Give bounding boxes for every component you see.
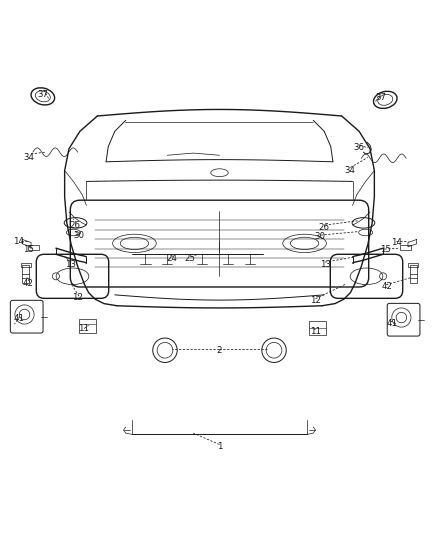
Text: 1: 1 (216, 442, 222, 451)
Text: 30: 30 (314, 232, 325, 241)
Text: 15: 15 (23, 245, 34, 254)
Text: 42: 42 (23, 279, 34, 288)
Text: 42: 42 (381, 281, 392, 290)
Bar (21, 263, 31, 266)
Text: 11: 11 (309, 327, 320, 336)
Bar (79, 319, 95, 333)
Text: 13: 13 (319, 260, 330, 269)
Bar (308, 321, 325, 335)
Text: 41: 41 (385, 319, 396, 328)
Text: 41: 41 (13, 314, 24, 324)
Text: 26: 26 (318, 223, 329, 232)
Text: 26: 26 (69, 221, 80, 230)
Bar (409, 265, 416, 283)
Text: 37: 37 (37, 90, 48, 99)
Bar (22, 265, 29, 283)
Text: 14: 14 (13, 237, 24, 246)
Text: 2: 2 (216, 346, 222, 355)
Text: 24: 24 (166, 254, 177, 263)
Text: 25: 25 (184, 254, 195, 263)
Text: 37: 37 (374, 93, 385, 102)
Text: 12: 12 (72, 293, 83, 302)
Bar (407, 263, 417, 266)
Text: 11: 11 (78, 324, 89, 333)
Text: 13: 13 (65, 260, 76, 269)
Bar (28, 245, 39, 250)
Text: 34: 34 (23, 153, 34, 162)
Text: 15: 15 (379, 245, 390, 254)
Text: 34: 34 (344, 166, 355, 175)
Bar (399, 245, 410, 250)
Text: 30: 30 (74, 231, 85, 240)
Text: 12: 12 (309, 296, 320, 305)
Text: 14: 14 (390, 238, 401, 247)
Text: 36: 36 (353, 143, 364, 152)
